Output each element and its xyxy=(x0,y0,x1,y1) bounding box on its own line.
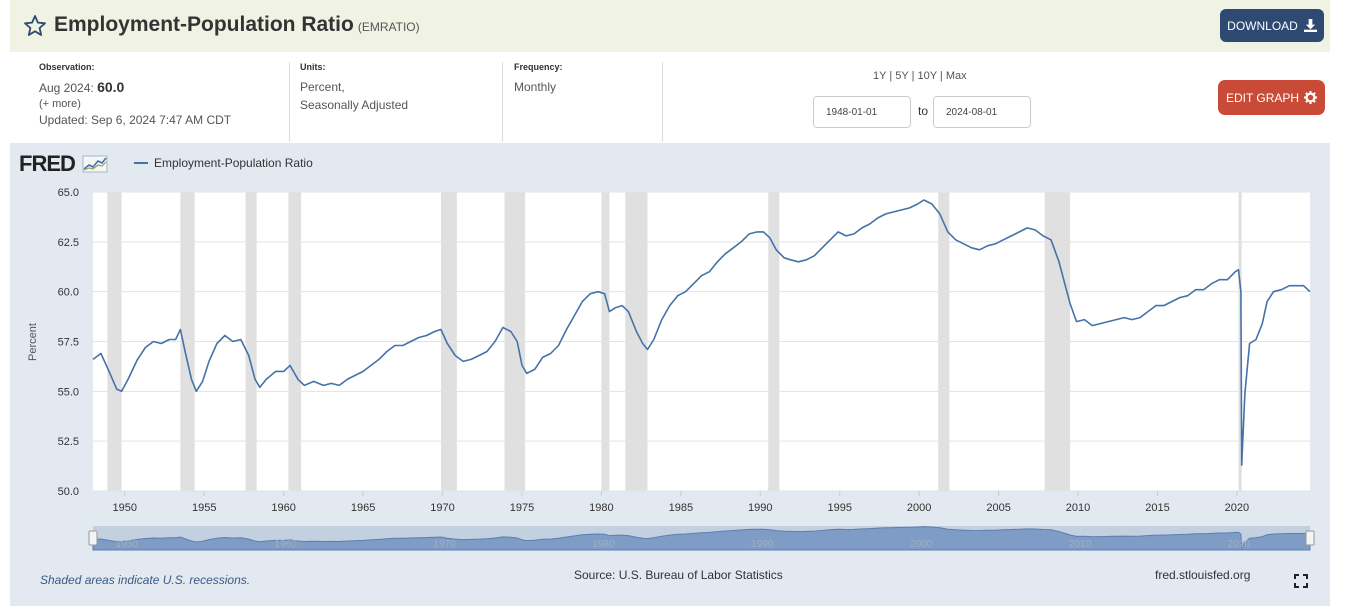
frequency-block: Frequency: Monthly xyxy=(514,62,663,142)
end-date-input[interactable] xyxy=(933,96,1031,128)
units-label: Units: xyxy=(300,62,326,72)
site-link[interactable]: fred.stlouisfed.org xyxy=(1155,568,1251,582)
legend-label: Employment-Population Ratio xyxy=(154,156,313,170)
range-10y[interactable]: 10Y xyxy=(917,70,937,82)
start-date-input[interactable] xyxy=(813,96,911,128)
fullscreen-icon[interactable] xyxy=(1294,574,1308,588)
range-links: 1Y | 5Y | 10Y | Max xyxy=(873,70,967,82)
gear-icon xyxy=(1304,91,1318,104)
download-icon xyxy=(1303,19,1317,32)
chart-legend: Employment-Population Ratio xyxy=(134,156,313,170)
observation-date: Aug 2024: xyxy=(39,81,94,95)
source-note: Source: U.S. Bureau of Labor Statistics xyxy=(574,568,783,582)
chart-panel xyxy=(10,143,1330,606)
units-line1: Percent, xyxy=(300,80,345,94)
observation-block: Observation: Aug 2024: 60.0 (+ more) Upd… xyxy=(39,62,290,142)
frequency-value: Monthly xyxy=(514,80,557,94)
to-label: to xyxy=(918,104,929,118)
fred-logo-text: FRED xyxy=(19,151,76,176)
edit-graph-label: EDIT GRAPH xyxy=(1225,90,1300,105)
range-5y[interactable]: 5Y xyxy=(895,70,909,82)
range-1y[interactable]: 1Y xyxy=(873,70,887,82)
header-bar: Employment-Population Ratio (EMRATIO) DOW… xyxy=(10,0,1330,52)
fred-logo[interactable]: FRED xyxy=(19,151,108,177)
observation-value: 60.0 xyxy=(97,79,125,95)
page-title: Employment-Population Ratio (EMRATIO) xyxy=(54,13,420,37)
download-label: DOWNLOAD xyxy=(1227,18,1298,33)
fred-logo-graph-icon xyxy=(82,155,108,173)
frequency-label: Frequency: xyxy=(514,62,563,72)
range-max[interactable]: Max xyxy=(945,70,967,82)
units-block: Units: Percent, Seasonally Adjusted xyxy=(300,62,503,142)
download-button[interactable]: DOWNLOAD xyxy=(1220,9,1324,42)
star-icon[interactable] xyxy=(23,14,47,38)
more-link[interactable]: (+ more) xyxy=(39,98,81,110)
observation-value-line: Aug 2024: 60.0 xyxy=(39,78,289,97)
edit-graph-button[interactable]: EDIT GRAPH xyxy=(1218,80,1325,115)
units-line2: Seasonally Adjusted xyxy=(300,98,409,112)
series-title: Employment-Population Ratio xyxy=(54,13,354,36)
recession-note: Shaded areas indicate U.S. recessions. xyxy=(40,573,251,587)
legend-swatch xyxy=(134,162,148,164)
observation-label: Observation: xyxy=(39,62,95,72)
series-id: (EMRATIO) xyxy=(357,20,420,34)
updated-text: Updated: Sep 6, 2024 7:47 AM CDT xyxy=(39,113,232,127)
